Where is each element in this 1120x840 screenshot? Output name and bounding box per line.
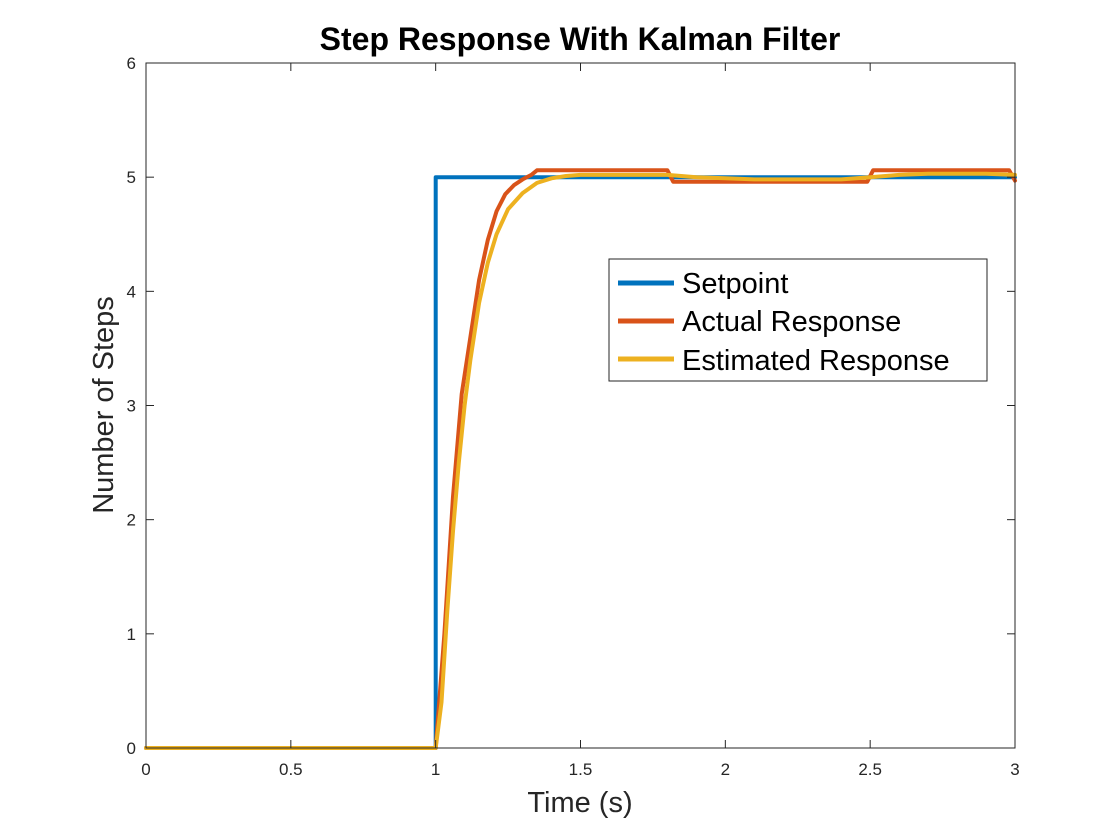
legend-label-actual-response: Actual Response (682, 306, 901, 338)
x-tick-label: 1.5 (569, 760, 593, 779)
plot-area (146, 63, 1015, 748)
y-tick-label: 2 (127, 511, 136, 530)
legend-entry-actual-response: Actual Response (618, 306, 901, 338)
legend-label-estimated-response: Estimated Response (682, 345, 950, 377)
legend-entry-estimated-response: Estimated Response (618, 345, 950, 377)
series-line-actual-response (144, 168, 1017, 750)
legend-label-setpoint: Setpoint (682, 268, 788, 300)
y-tick-label: 4 (127, 282, 136, 301)
y-tick-label: 6 (127, 54, 136, 73)
x-tick-label: 2.5 (858, 760, 882, 779)
x-tick-label: 2 (721, 760, 730, 779)
legend-entry-setpoint: Setpoint (618, 268, 788, 300)
legend: Setpoint Actual Response Estimated Respo… (608, 258, 988, 382)
y-tick-label: 0 (127, 739, 136, 758)
tick-layer: 0 0.5 1 1.5 2 2.5 3 0 1 2 3 4 5 6 (127, 54, 1020, 779)
x-tick-label: 3 (1010, 760, 1019, 779)
y-axis-label: Number of Steps (88, 296, 120, 514)
x-tick-label: 0 (141, 760, 150, 779)
y-tick-label: 5 (127, 168, 136, 187)
chart-title: Step Response With Kalman Filter (320, 21, 841, 57)
x-axis-label: Time (s) (527, 787, 632, 819)
x-tick-label: 1 (431, 760, 440, 779)
y-tick-label: 1 (127, 625, 136, 644)
y-tick-label: 3 (127, 397, 136, 416)
series-line-estimated-response (144, 171, 1017, 750)
x-tick-label: 0.5 (279, 760, 303, 779)
